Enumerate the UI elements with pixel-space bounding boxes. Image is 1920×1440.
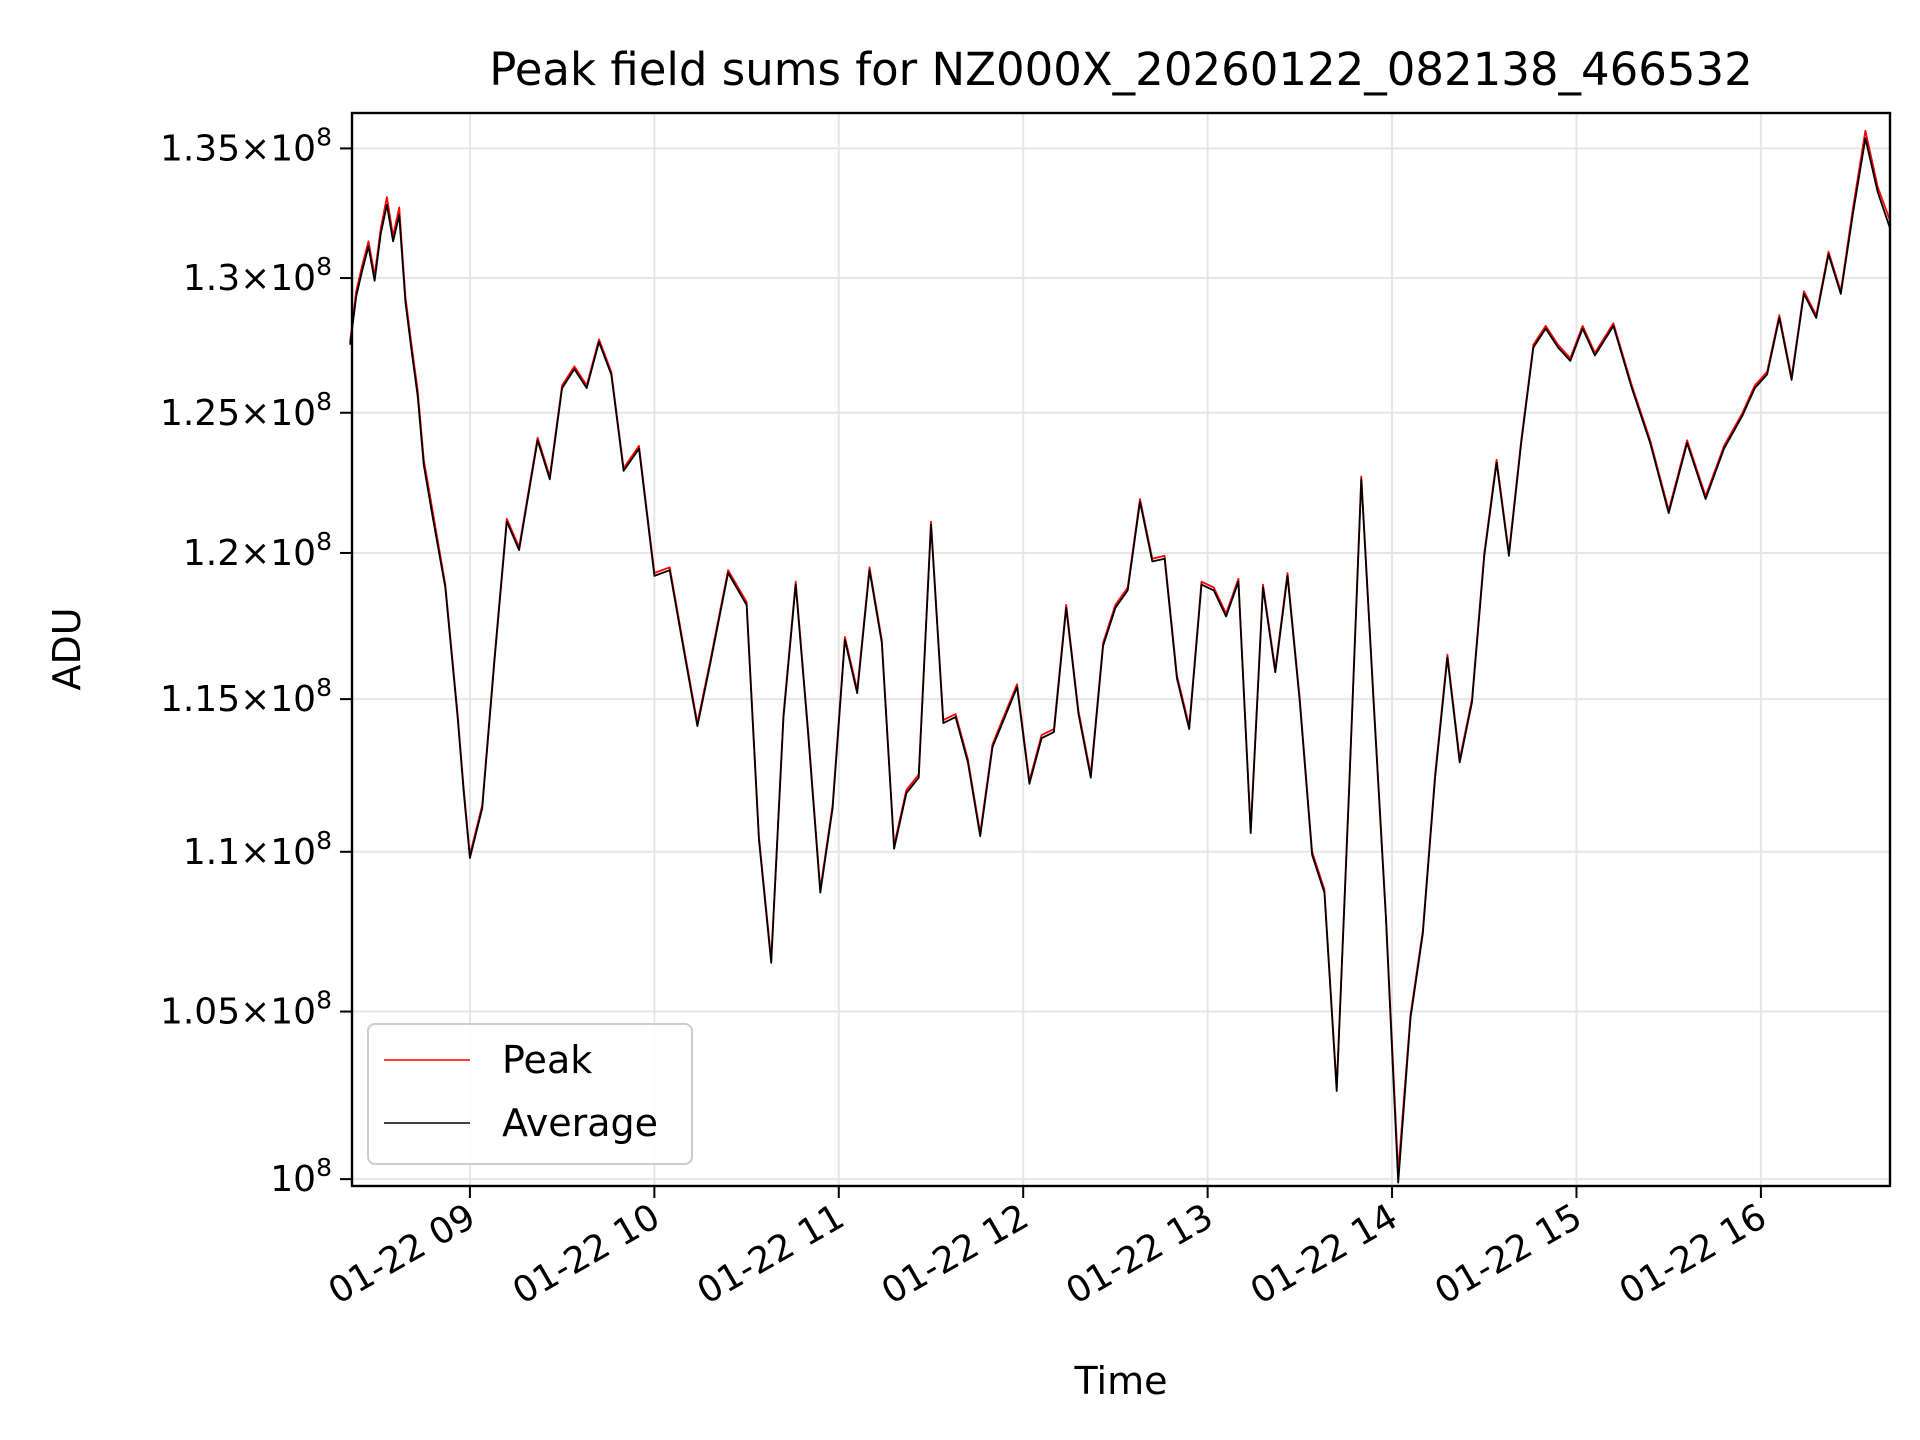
y-tick-label: 1.05×108 <box>160 986 332 1033</box>
y-tick-label: 1.3×108 <box>183 252 332 299</box>
legend-label-average: Average <box>502 1101 658 1145</box>
y-tick-label: 1.35×108 <box>160 122 332 169</box>
y-tick-label: 108 <box>270 1153 332 1200</box>
chart-title: Peak field sums for NZ000X_20260122_0821… <box>489 43 1753 96</box>
series-lines <box>349 129 1891 1184</box>
plot-area-frame <box>350 111 1892 1188</box>
y-axis-ticks: 1.35×108 1.3×108 1.25×108 1.2×108 1.15×108 1.… <box>160 122 352 1200</box>
legend-label-peak: Peak <box>502 1038 592 1082</box>
legend: Peak Average <box>367 1023 693 1165</box>
legend-box <box>367 1023 693 1165</box>
y-tick-label: 1.25×108 <box>160 387 332 434</box>
y-tick-label: 1.1×108 <box>183 826 332 873</box>
x-axis-title: Time <box>1074 1359 1168 1403</box>
y-tick-label: 1.2×108 <box>183 527 332 574</box>
series-line-average <box>349 137 1891 1184</box>
grid-lines <box>352 113 1890 1186</box>
y-axis-title: ADU <box>45 607 89 690</box>
y-tick-label: 1.15×108 <box>160 673 332 720</box>
